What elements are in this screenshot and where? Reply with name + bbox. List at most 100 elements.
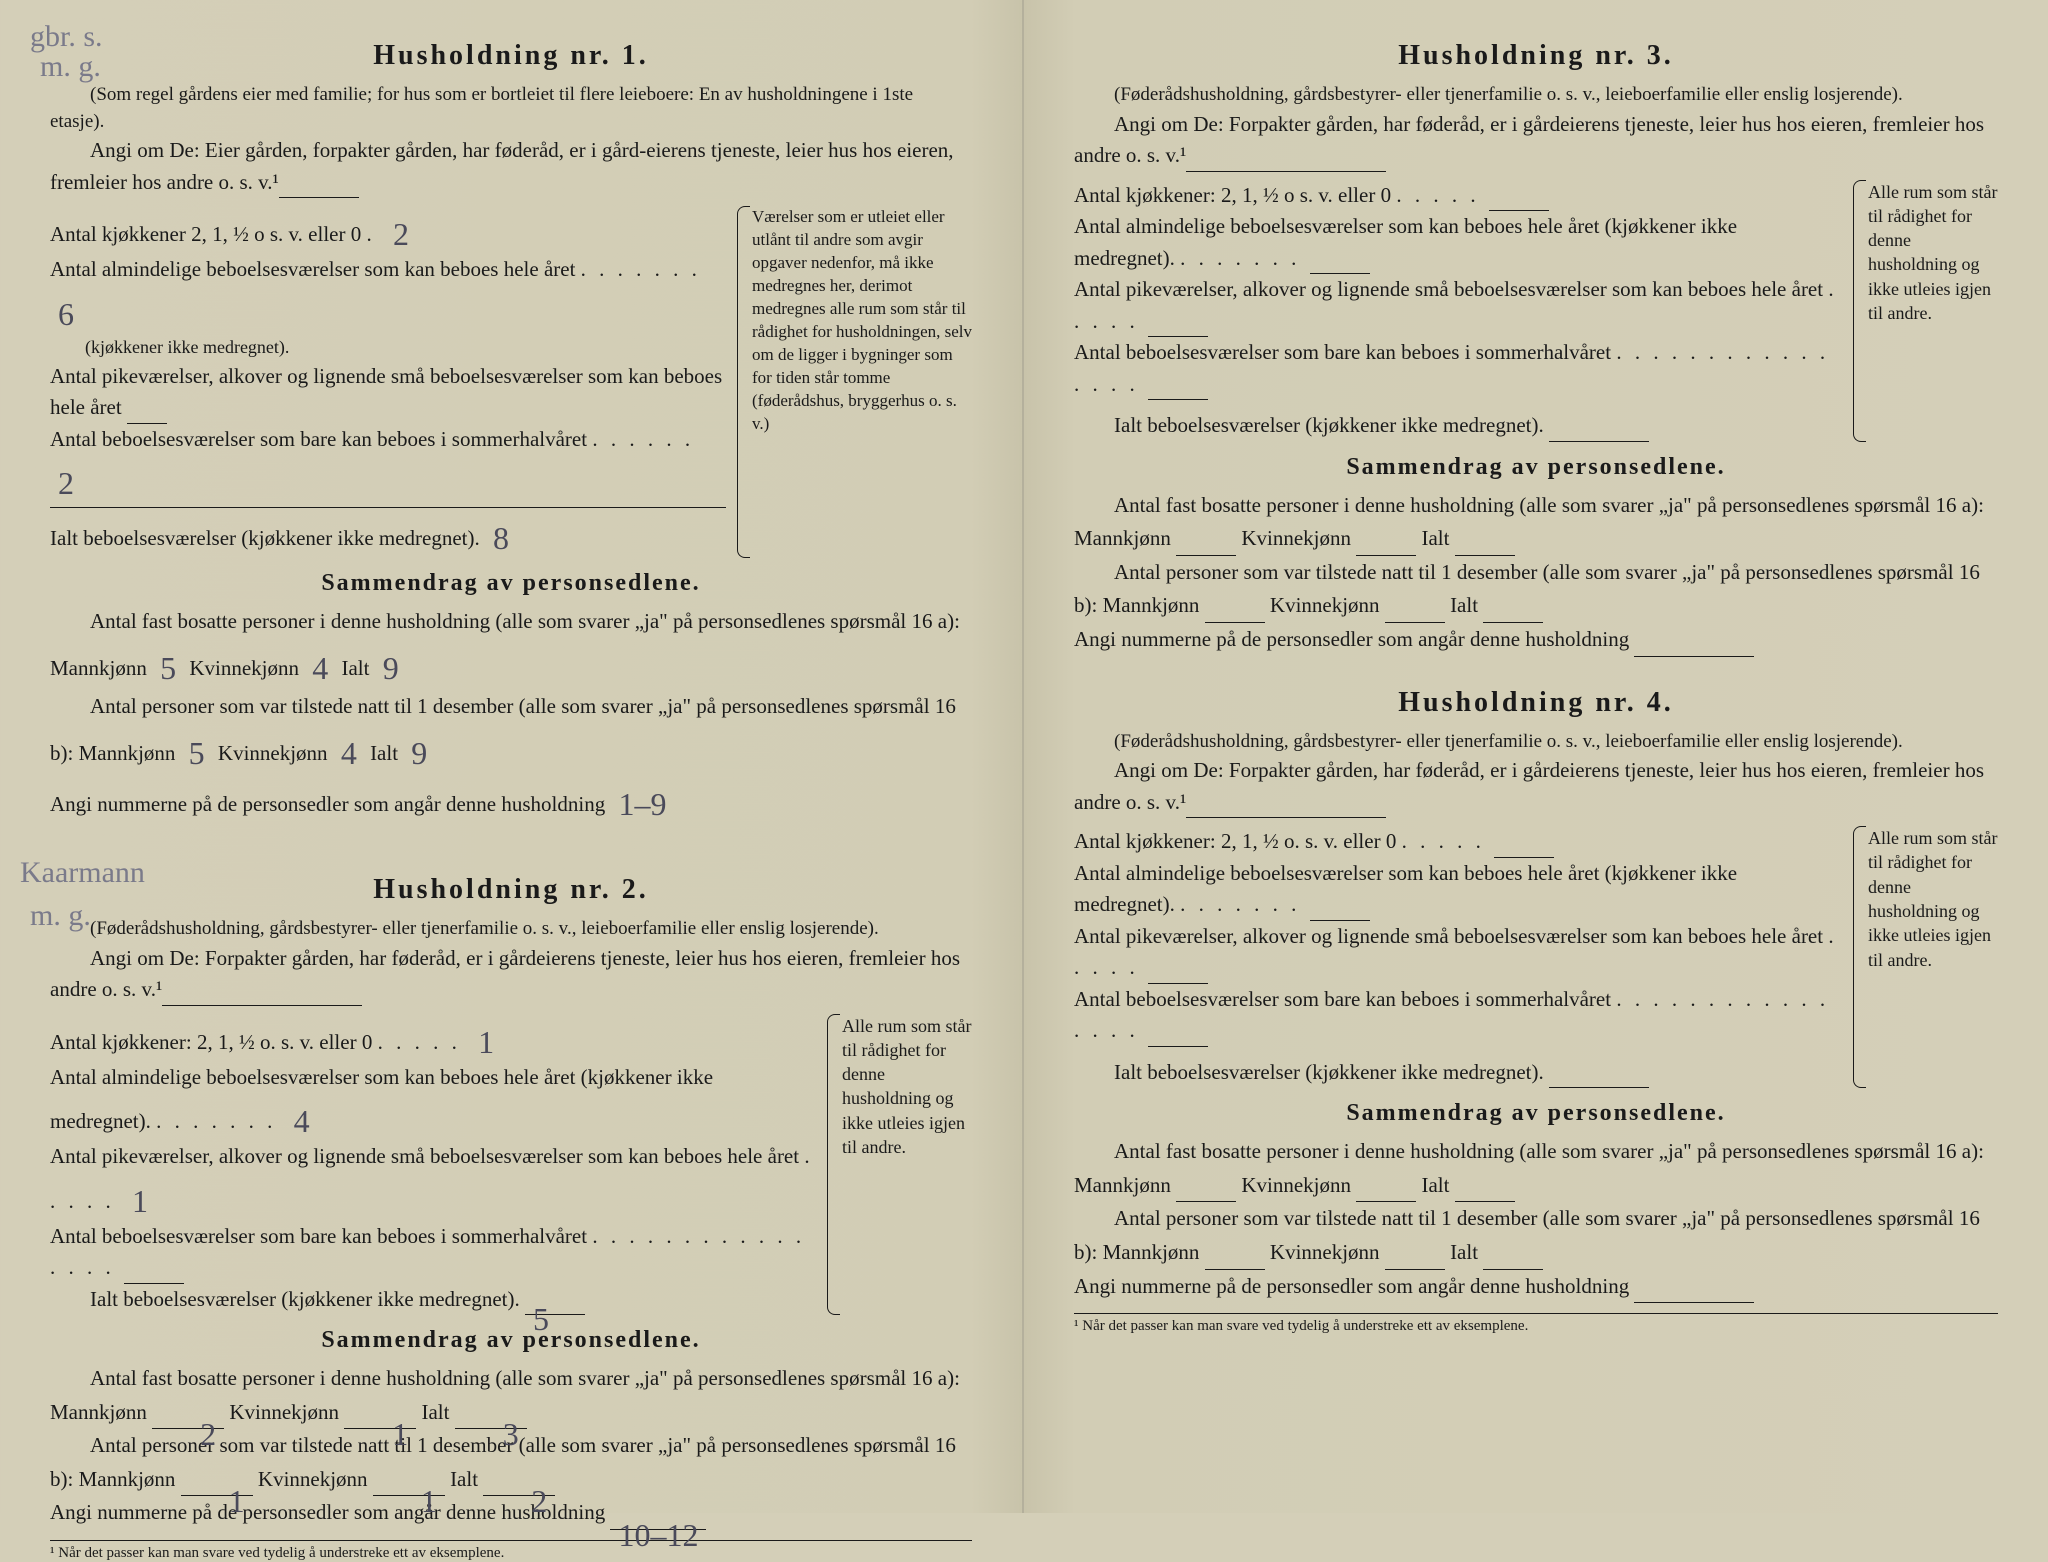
h1-ialt: Ialt beboelsesværelser (kjøkkener ikke m…: [50, 507, 726, 558]
h1-rightnote-text: Værelser som er utleiet eller utlånt til…: [752, 207, 972, 432]
h2-right-note: Alle rum som står til rådighet for denne…: [827, 1014, 972, 1316]
ialt-label: Ialt: [1450, 1240, 1478, 1264]
h2-pike-label: Antal pikeværelser, alkover og lignende …: [50, 1144, 799, 1168]
h3-title: Husholdning nr. 3.: [1074, 40, 1998, 72]
h2-kvinne-a: 1: [384, 1416, 416, 1452]
h1-kjokkener-value: 2: [385, 216, 417, 252]
h4-kjokkener-blank: [1494, 834, 1554, 858]
handnote-mid2: m. g.: [30, 899, 91, 933]
h2-rightnote-text: Alle rum som står til rådighet for denne…: [842, 1016, 971, 1157]
dots: . . . . . . .: [1180, 892, 1310, 916]
h3-nummer-blank: [1634, 632, 1754, 656]
brace-icon: [1853, 180, 1866, 442]
h2-almind: Antal almindelige beboelsesværelser som …: [50, 1062, 817, 1142]
household-1: Husholdning nr. 1. (Som regel gårdens ei…: [50, 40, 972, 826]
h1-summary-16a: Antal fast bosatte personer i denne hush…: [50, 605, 972, 690]
h4-ialt-a-blank: [1455, 1178, 1515, 1202]
h4-title: Husholdning nr. 4.: [1074, 687, 1998, 719]
h4-angi: Angi om De: Forpakter gården, har føderå…: [1074, 755, 1998, 818]
h3-nummer: Angi nummerne på de personsedler som ang…: [1074, 623, 1998, 657]
h3-subtext: (Føderådshusholdning, gårdsbestyrer- ell…: [1074, 82, 1998, 109]
h1-nummer-label: Angi nummerne på de personsedler som ang…: [50, 792, 605, 816]
h4-kjokkener-label: Antal kjøkkener: 2, 1, ½ o. s. v. eller …: [1074, 829, 1396, 853]
h1-mann-b: 5: [181, 735, 213, 771]
h1-ialt-label: Ialt beboelsesværelser (kjøkkener ikke m…: [50, 526, 480, 550]
kvinne-label: Kvinnekjønn: [1270, 593, 1380, 617]
h2-kvinne-b: 1: [413, 1483, 445, 1519]
h4-sommer-label: Antal beboelsesværelser som bare kan beb…: [1074, 987, 1611, 1011]
ialt-label: Ialt: [421, 1400, 449, 1424]
h1-kjokkener: Antal kjøkkener 2, 1, ½ o s. v. eller 0 …: [50, 206, 726, 254]
h2-sommer-label: Antal beboelsesværelser som bare kan beb…: [50, 1224, 587, 1248]
h1-almind-label: Antal almindelige beboelsesværelser som …: [50, 257, 575, 281]
h1-nummer: Angi nummerne på de personsedler som ang…: [50, 775, 972, 826]
h2-kjokkener: Antal kjøkkener: 2, 1, ½ o. s. v. eller …: [50, 1014, 817, 1062]
brace-icon: [1853, 826, 1866, 1088]
h3-rightnote-text: Alle rum som står til rådighet for denne…: [1868, 182, 1997, 323]
h3-nummer-label: Angi nummerne på de personsedler som ang…: [1074, 627, 1629, 651]
left-page: gbr. s. m. g. Husholdning nr. 1. (Som re…: [0, 0, 1024, 1513]
h1-content-row: Antal kjøkkener 2, 1, ½ o s. v. eller 0 …: [50, 206, 972, 558]
h1-left-col: Antal kjøkkener 2, 1, ½ o s. v. eller 0 …: [50, 206, 726, 558]
h3-angi: Angi om De: Forpakter gården, har føderå…: [1074, 109, 1998, 172]
right-page: Husholdning nr. 3. (Føderådshusholdning,…: [1024, 0, 2048, 1513]
dots: .: [367, 222, 386, 246]
h4-kjokkener: Antal kjøkkener: 2, 1, ½ o. s. v. eller …: [1074, 826, 1843, 858]
h2-content-row: Antal kjøkkener: 2, 1, ½ o. s. v. eller …: [50, 1014, 972, 1316]
h2-summary-title: Sammendrag av personsedlene.: [50, 1327, 972, 1354]
h1-angi-text: Angi om De: Eier gården, forpakter gårde…: [50, 138, 954, 194]
h4-right-note: Alle rum som står til rådighet for denne…: [1853, 826, 1998, 1088]
h1-pike-blank: [127, 400, 167, 424]
h1-subtext: (Som regel gårdens eier med familie; for…: [50, 82, 972, 135]
h3-ialt-label: Ialt beboelsesværelser (kjøkkener ikke m…: [1114, 413, 1544, 437]
h2-ialt-blank: 5: [525, 1291, 585, 1315]
h4-subtext: (Føderådshusholdning, gårdsbestyrer- ell…: [1074, 729, 1998, 756]
h2-ialt-b: 2: [523, 1483, 555, 1519]
h1-summary-title: Sammendrag av personsedlene.: [50, 570, 972, 597]
h4-left-col: Antal kjøkkener: 2, 1, ½ o. s. v. eller …: [1074, 826, 1843, 1088]
h3-right-note: Alle rum som står til rådighet for denne…: [1853, 180, 1998, 442]
dots: . . . . . . .: [581, 257, 701, 281]
h1-ialt-a: 9: [375, 650, 407, 686]
h4-sommer-blank: [1148, 1023, 1208, 1047]
h2-angi-blank: [162, 981, 362, 1005]
h1-sommer-value: 2: [50, 465, 82, 501]
h3-kjokkener-label: Antal kjøkkener: 2, 1, ½ o s. v. eller 0: [1074, 183, 1391, 207]
ialt-label: Ialt: [341, 656, 369, 680]
h3-pike-label: Antal pikeværelser, alkover og lignende …: [1074, 277, 1823, 301]
h3-almind-blank: [1310, 250, 1370, 274]
h3-ialt: Ialt beboelsesværelser (kjøkkener ikke m…: [1074, 410, 1843, 442]
h1-almind-note: (kjøkkener ikke medregnet).: [50, 334, 726, 361]
h1-nummer-val: 1–9: [610, 786, 674, 822]
kvinne-label: Kvinnekjønn: [218, 741, 328, 765]
h4-summary-title: Sammendrag av personsedlene.: [1074, 1100, 1998, 1127]
h1-summary-16b: Antal personer som var tilstede natt til…: [50, 690, 972, 775]
h3-summary-16a: Antal fast bosatte personer i denne hush…: [1074, 489, 1998, 556]
h2-footnote: ¹ Når det passer kan man svare ved tydel…: [50, 1540, 972, 1562]
h1-right-note: Værelser som er utleiet eller utlånt til…: [736, 206, 972, 558]
h4-ialt-blank: [1549, 1064, 1649, 1088]
h4-almind: Antal almindelige beboelsesværelser som …: [1074, 858, 1843, 921]
h2-left-col: Antal kjøkkener: 2, 1, ½ o. s. v. eller …: [50, 1014, 817, 1316]
h3-sommer-blank: [1148, 376, 1208, 400]
h2-pike-val: 1: [124, 1183, 156, 1219]
ialt-label: Ialt: [370, 741, 398, 765]
h3-angi-blank: [1186, 148, 1386, 172]
h2-mann-b: 1: [221, 1483, 253, 1519]
h3-sommer: Antal beboelsesværelser som bare kan beb…: [1074, 337, 1843, 400]
h1-almind-value: 6: [50, 296, 82, 332]
kvinne-label: Kvinnekjønn: [1241, 1173, 1351, 1197]
h3-almind-label: Antal almindelige beboelsesværelser som …: [1074, 214, 1737, 270]
h2-nummer-val: 10–12: [610, 1517, 706, 1553]
h1-ialt-b: 9: [403, 735, 435, 771]
h2-ialt-label: Ialt beboelsesværelser (kjøkkener ikke m…: [90, 1287, 520, 1311]
household-4: Husholdning nr. 4. (Føderådshusholdning,…: [1074, 687, 1998, 1336]
h4-angi-blank: [1186, 794, 1386, 818]
kvinne-label: Kvinnekjønn: [229, 1400, 339, 1424]
h4-nummer: Angi nummerne på de personsedler som ang…: [1074, 1270, 1998, 1304]
handnote-topleft2: m. g.: [40, 50, 101, 84]
kvinne-label: Kvinnekjønn: [1270, 1240, 1380, 1264]
h2-pike: Antal pikeværelser, alkover og lignende …: [50, 1141, 817, 1221]
h2-ialt-val: 5: [525, 1301, 557, 1337]
h2-mann-a: 2: [192, 1416, 224, 1452]
